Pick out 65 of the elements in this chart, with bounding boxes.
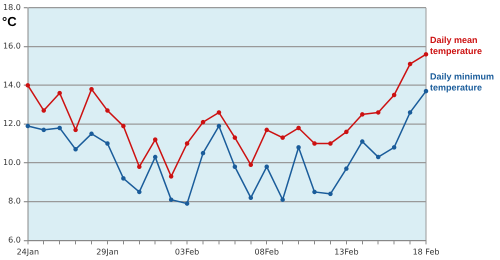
point [248, 196, 254, 200]
point [137, 164, 142, 169]
point [89, 86, 94, 92]
y-tick-label: 10.0 [3, 158, 21, 167]
point [328, 141, 333, 146]
point [280, 135, 285, 140]
point [168, 197, 174, 202]
point [216, 124, 222, 128]
point [121, 124, 126, 128]
y-tick-label: 8.0 [8, 196, 21, 206]
point [392, 92, 396, 98]
point [73, 147, 78, 152]
point [105, 141, 110, 146]
point [152, 154, 158, 160]
x-tick-label: 18 Feb [412, 247, 440, 256]
point [41, 108, 46, 113]
point [73, 128, 78, 132]
series-label: Daily mean temperature [430, 34, 482, 56]
series-label: Daily minimum temperature [430, 72, 494, 93]
point [408, 62, 412, 66]
point [41, 128, 46, 132]
point [232, 135, 238, 140]
point [264, 128, 269, 132]
y-tick-label: 18.0 [3, 2, 21, 12]
y-axis-title: °C [2, 14, 17, 29]
point [312, 141, 317, 146]
y-tick-label: 16.0 [3, 42, 21, 51]
point [57, 126, 62, 130]
point [392, 145, 396, 150]
y-tick-label: 14.0 [3, 80, 21, 90]
point [184, 141, 190, 146]
point [376, 110, 380, 115]
y-tick-label: 12.0 [3, 119, 21, 128]
x-tick-label: 29Jan [96, 247, 119, 256]
x-tick-label: 24Jan [16, 247, 40, 256]
point [232, 164, 238, 169]
point [200, 150, 206, 156]
y-tick-label: 6.0 [8, 235, 21, 244]
x-tick-label: 13Feb [334, 247, 359, 256]
point [312, 190, 317, 194]
point [121, 176, 126, 181]
point [184, 201, 190, 206]
point [344, 130, 349, 134]
x-tick-label: 08Feb [254, 247, 279, 256]
point [200, 120, 206, 124]
point [424, 88, 428, 94]
point [248, 162, 254, 168]
point [296, 145, 301, 150]
point [408, 110, 412, 115]
point [424, 52, 428, 57]
point [57, 90, 62, 96]
point [137, 190, 142, 194]
point [264, 164, 269, 169]
point [296, 126, 301, 130]
point [168, 174, 174, 179]
x-tick-label: 03Feb [174, 247, 200, 256]
point [328, 192, 333, 196]
point [152, 137, 158, 142]
point [360, 112, 365, 117]
point [344, 166, 349, 171]
point [105, 108, 110, 113]
point [376, 154, 380, 160]
point [216, 110, 222, 115]
point [360, 139, 365, 144]
point [89, 132, 94, 136]
